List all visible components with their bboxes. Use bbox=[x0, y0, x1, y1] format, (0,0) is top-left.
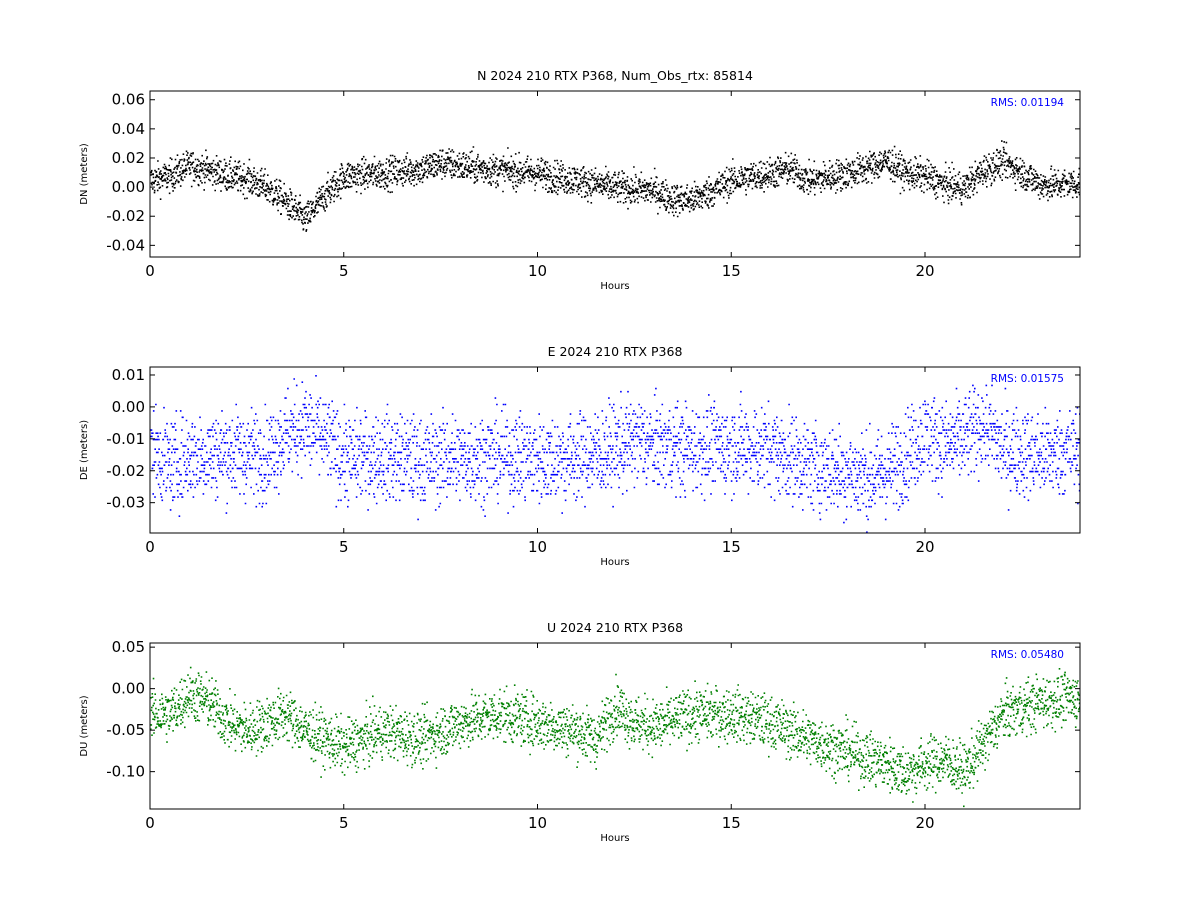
y-tick-label: -0.03 bbox=[106, 494, 145, 512]
y-axis-label: DN (meters) bbox=[79, 143, 90, 205]
chart-title: E 2024 210 RTX P368 bbox=[548, 344, 683, 359]
rms-annotation: RMS: 0.05480 bbox=[991, 649, 1064, 661]
x-axis-label: Hours bbox=[600, 557, 629, 568]
x-tick-label: 0 bbox=[145, 814, 155, 832]
plot-frame bbox=[149, 366, 1081, 534]
y-tick-label: 0.00 bbox=[112, 398, 145, 416]
plot-frame bbox=[149, 90, 1081, 258]
x-axis-label: Hours bbox=[600, 281, 629, 292]
y-tick-label: 0.00 bbox=[112, 680, 145, 698]
y-tick-label: -0.01 bbox=[106, 430, 145, 448]
x-tick-label: 10 bbox=[528, 814, 547, 832]
data-points bbox=[150, 666, 1080, 808]
y-tick-label: 0.00 bbox=[112, 178, 145, 196]
y-tick-label: 0.01 bbox=[112, 366, 145, 384]
x-tick-label: 10 bbox=[528, 538, 547, 556]
x-tick-label: 20 bbox=[915, 538, 934, 556]
y-tick-label: 0.02 bbox=[112, 149, 145, 167]
x-tick-label: 15 bbox=[722, 814, 741, 832]
y-tick-label: -0.05 bbox=[106, 721, 145, 739]
y-tick-label: -0.04 bbox=[106, 236, 145, 254]
y-axis-label: DU (meters) bbox=[79, 695, 90, 756]
y-axis-label: DE (meters) bbox=[79, 420, 90, 480]
x-tick-label: 5 bbox=[339, 538, 349, 556]
y-tick-label: -0.10 bbox=[106, 763, 145, 781]
x-axis-label: Hours bbox=[600, 833, 629, 844]
y-tick-label: -0.02 bbox=[106, 462, 145, 480]
y-tick-label: -0.02 bbox=[106, 207, 145, 225]
data-points bbox=[150, 375, 1080, 533]
x-tick-label: 20 bbox=[915, 262, 934, 280]
x-tick-label: 0 bbox=[145, 262, 155, 280]
chart-panel-u: 0 5 10 15 20 -0.10 -0.05 0.00 0.05 U 2024 210 RTX… bbox=[79, 620, 1081, 844]
data-point-cloud bbox=[150, 666, 1080, 808]
y-tick-label: 0.04 bbox=[112, 120, 145, 138]
x-tick-label: 5 bbox=[339, 814, 349, 832]
data-point-cloud bbox=[150, 140, 1080, 232]
chart-panel-e: 0 5 10 15 20 -0.03 -0.02 -0.01 0.00 0.01 E 2024 21… bbox=[79, 344, 1081, 568]
rms-annotation: RMS: 0.01194 bbox=[991, 97, 1065, 109]
plot-frame bbox=[149, 642, 1081, 810]
x-tick-label: 5 bbox=[339, 262, 349, 280]
chart-title: N 2024 210 RTX P368, Num_Obs_rtx: 85814 bbox=[477, 68, 753, 83]
y-tick-label: 0.05 bbox=[112, 638, 145, 656]
chart-title: U 2024 210 RTX P368 bbox=[547, 620, 683, 635]
x-tick-label: 15 bbox=[722, 538, 741, 556]
data-points bbox=[150, 140, 1080, 232]
chart-panel-n: 0 5 10 15 20 -0.04 -0.02 0.00 0.02 0.04 0.06 N 2024… bbox=[79, 68, 1081, 292]
data-point-cloud bbox=[150, 375, 1080, 533]
y-tick-label: 0.06 bbox=[112, 91, 145, 109]
rms-annotation: RMS: 0.01575 bbox=[991, 373, 1064, 385]
x-tick-label: 15 bbox=[722, 262, 741, 280]
x-tick-label: 20 bbox=[915, 814, 934, 832]
x-tick-label: 10 bbox=[528, 262, 547, 280]
x-tick-label: 0 bbox=[145, 538, 155, 556]
